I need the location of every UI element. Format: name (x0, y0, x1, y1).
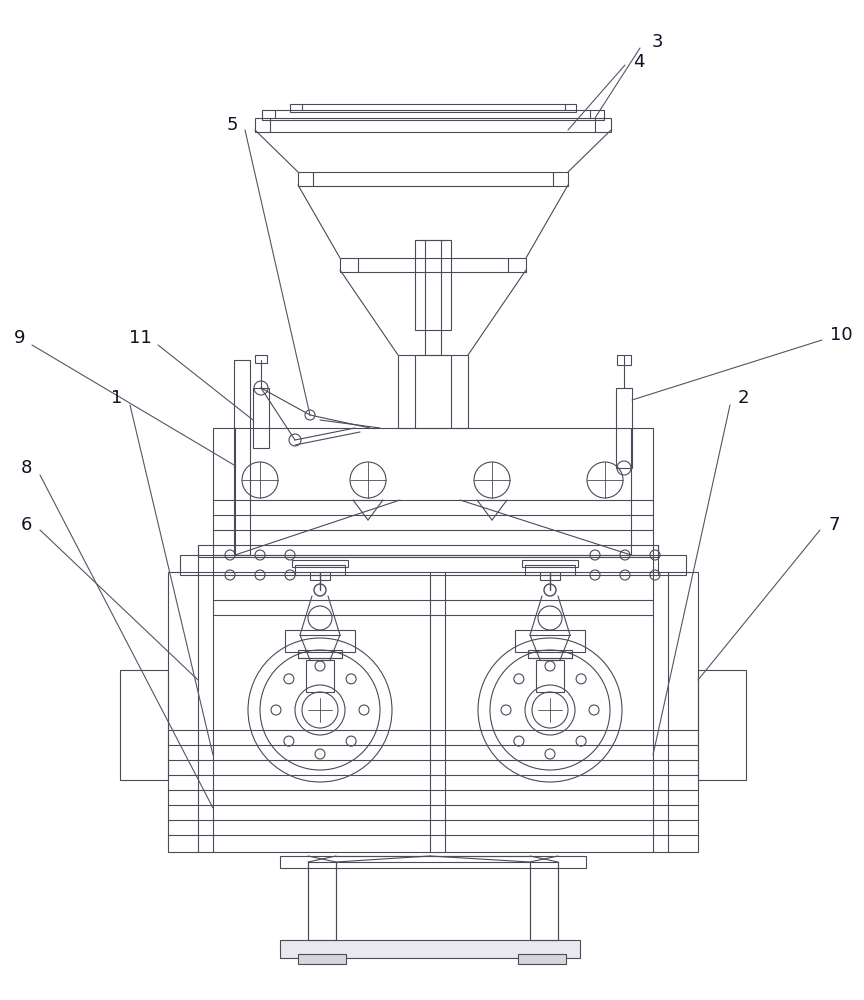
Bar (306, 660, 334, 692)
Bar (528, 650, 572, 658)
Bar (308, 862, 336, 940)
Bar (298, 172, 568, 186)
Bar (253, 388, 269, 448)
Bar (540, 572, 560, 580)
Bar (198, 545, 658, 557)
Bar (298, 650, 342, 658)
Text: 9: 9 (14, 329, 25, 347)
Bar (515, 630, 585, 652)
Bar (616, 388, 632, 468)
Text: 8: 8 (21, 459, 32, 477)
Bar (234, 360, 250, 555)
Text: 2: 2 (738, 389, 749, 407)
Bar (262, 110, 604, 120)
Bar (398, 355, 468, 428)
Text: 3: 3 (652, 33, 664, 51)
Bar (255, 118, 611, 132)
Bar (290, 104, 576, 112)
Bar (530, 862, 558, 940)
Bar (415, 240, 451, 330)
Bar (340, 258, 526, 272)
Bar (617, 355, 631, 365)
Text: 4: 4 (633, 53, 645, 71)
Bar (285, 630, 355, 652)
Bar (295, 565, 345, 575)
Text: 6: 6 (21, 516, 32, 534)
Bar (310, 572, 330, 580)
Bar (280, 856, 586, 868)
Text: 5: 5 (226, 116, 238, 134)
Bar (213, 428, 653, 555)
Bar (522, 560, 578, 567)
Text: 11: 11 (130, 329, 152, 347)
Text: 10: 10 (830, 326, 853, 344)
Bar (180, 555, 686, 575)
Text: 7: 7 (828, 516, 840, 534)
Bar (525, 565, 575, 575)
Bar (292, 560, 348, 567)
Bar (536, 660, 564, 692)
Bar (255, 355, 267, 363)
Bar (298, 954, 346, 964)
Bar (280, 940, 580, 958)
Bar (120, 670, 168, 780)
Bar (168, 572, 698, 852)
Bar (518, 954, 566, 964)
Text: 1: 1 (111, 389, 122, 407)
Bar (698, 670, 746, 780)
